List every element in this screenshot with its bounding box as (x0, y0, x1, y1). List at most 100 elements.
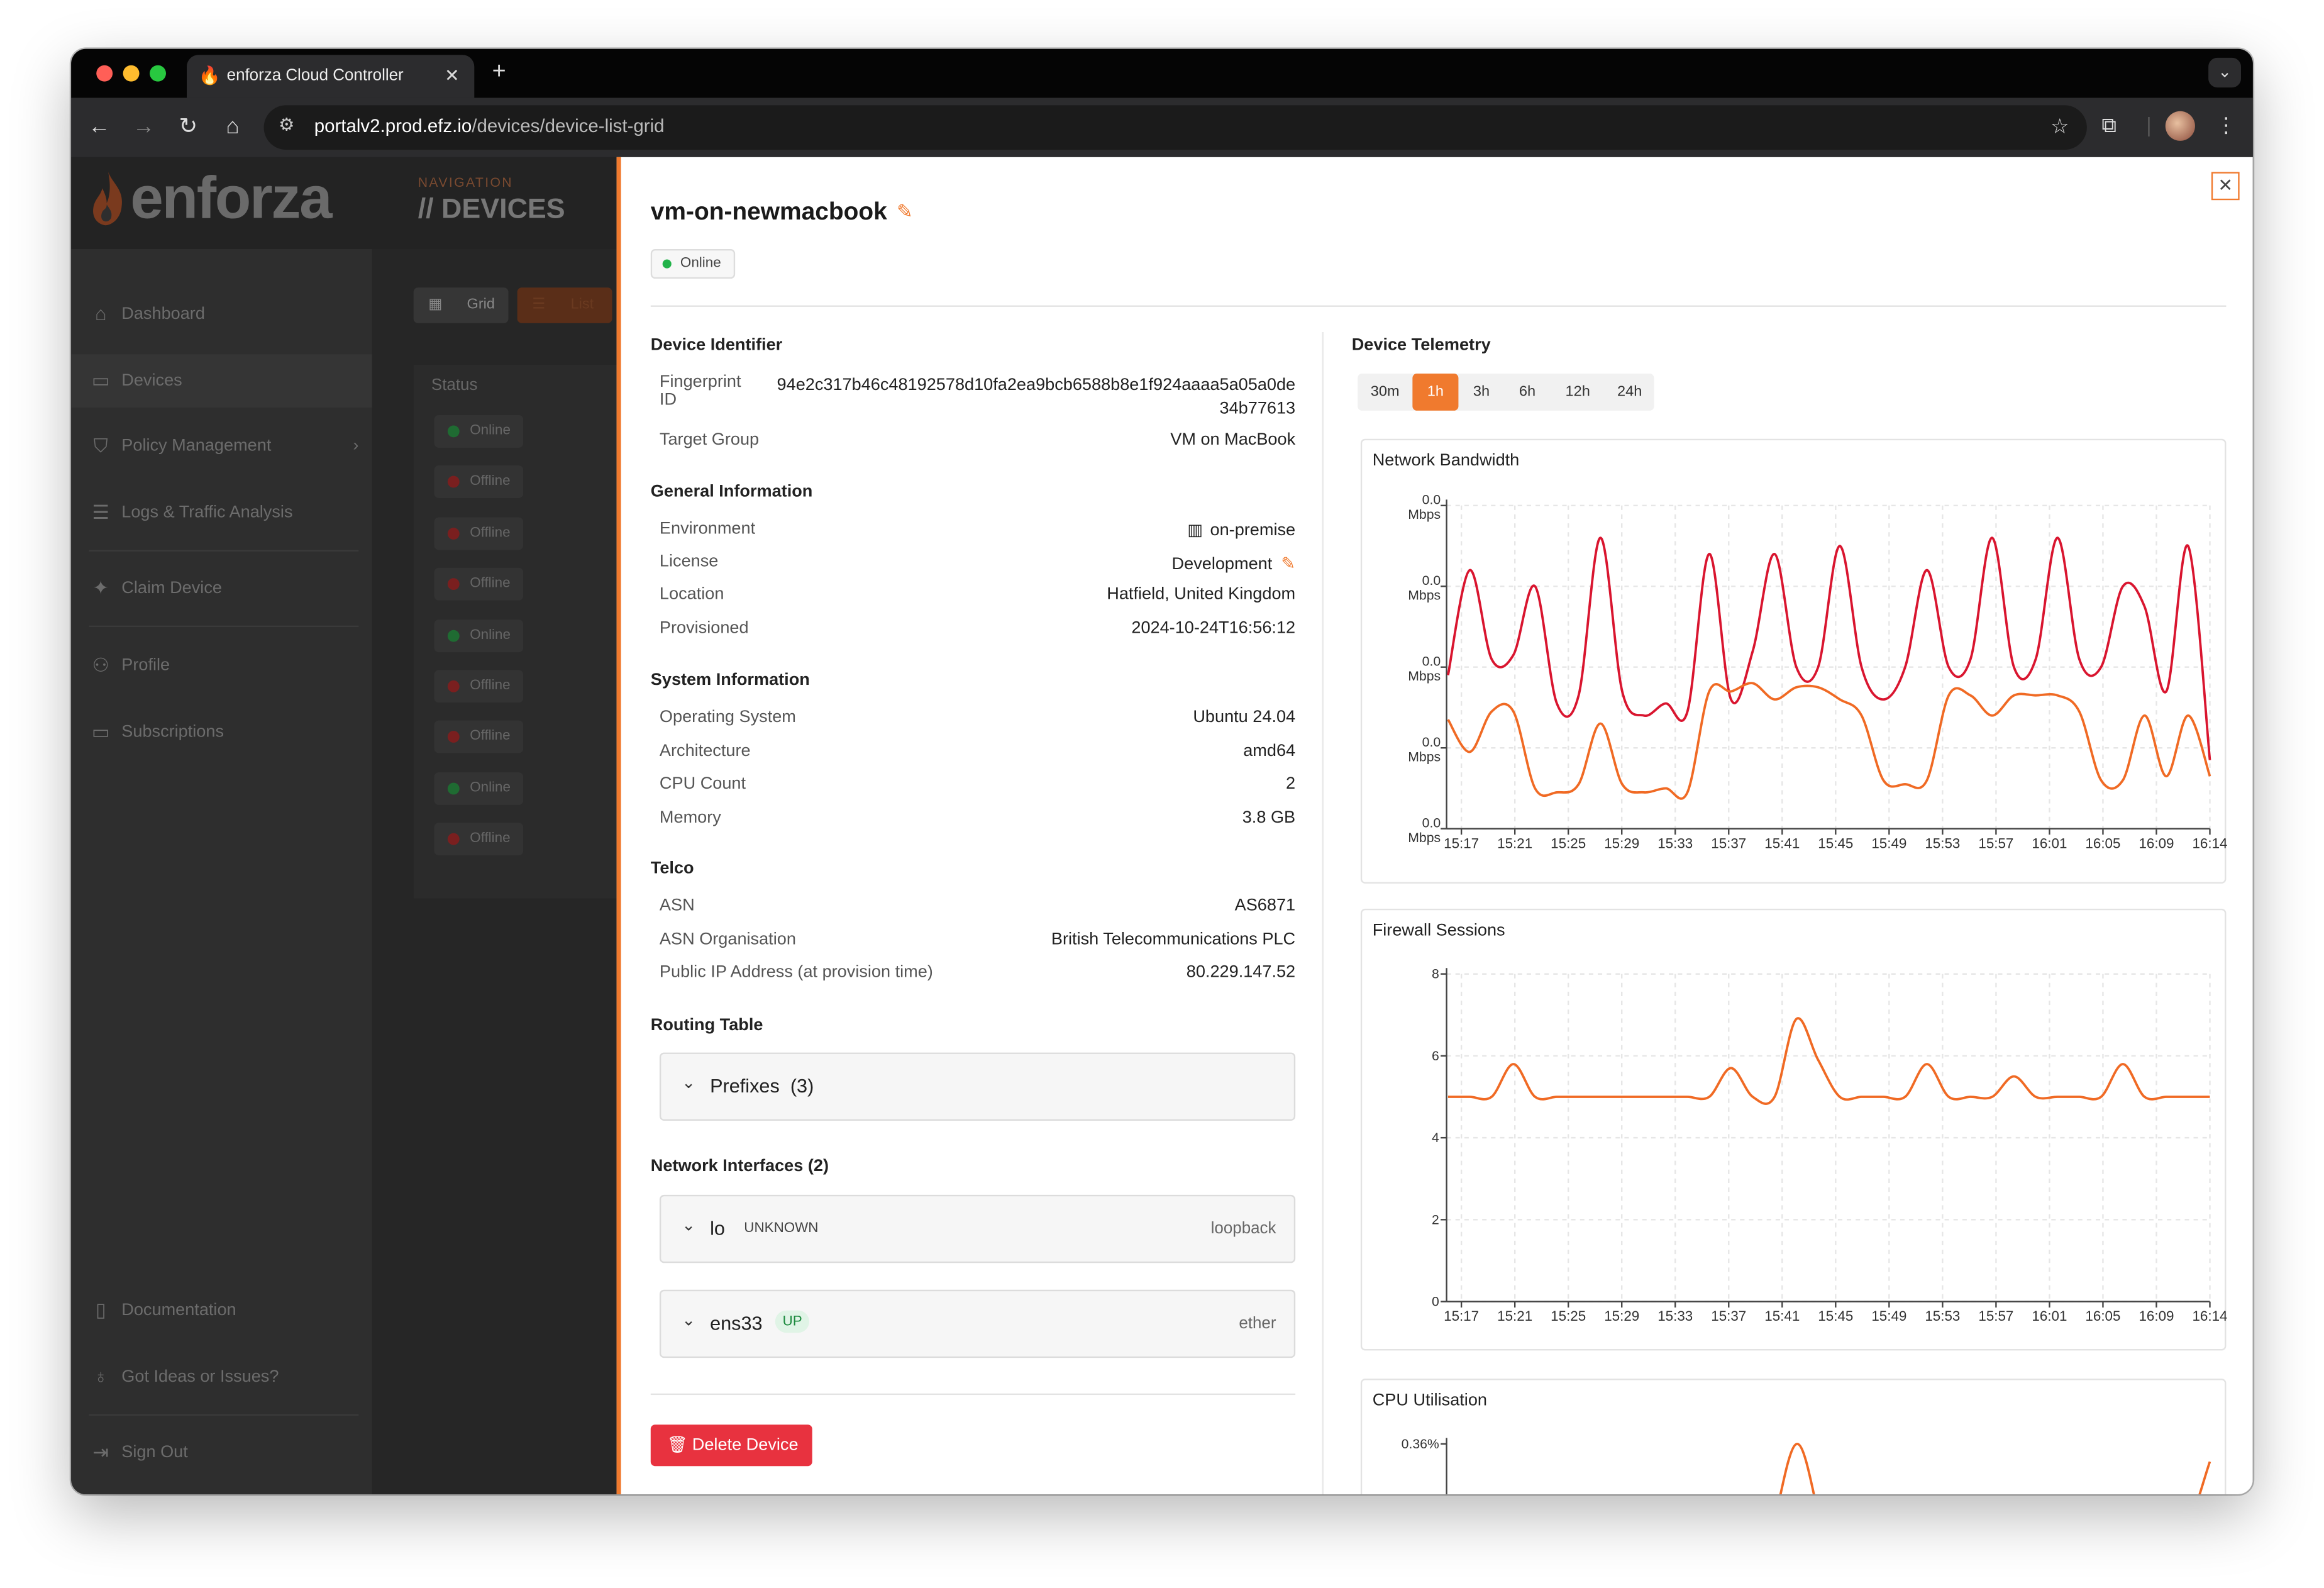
reload-icon[interactable]: ↻ (179, 114, 198, 140)
chevron-down-icon: ⌄ (682, 1074, 696, 1093)
status-text: Offline (470, 677, 511, 694)
grid-view-button[interactable]: ▦ Grid (413, 287, 509, 323)
network-bandwidth-chart: 15:17 15:21 15:25 15:29 15:33 15:37 15:41 15:45… (1408, 492, 2227, 851)
site-info-icon[interactable]: ⚙ (279, 114, 295, 135)
sidebar-item-policy-management[interactable]: ⛉ Policy Management › (89, 419, 367, 473)
grid-icon: ▦ (428, 296, 443, 313)
status-row[interactable]: Offline (434, 823, 524, 856)
range-button-24h[interactable]: 24h (1617, 384, 1642, 401)
sidebar-divider (89, 1414, 359, 1416)
x-tick-label: 16:05 (2085, 835, 2120, 851)
new-tab-icon[interactable]: + (492, 59, 506, 85)
credit-card-icon: ▭ (91, 720, 110, 743)
app-background: enforza NAVIGATION // DEVICES ⌂ Dashboard… (71, 157, 620, 1494)
browser-menu-icon[interactable]: ⋮ (2215, 113, 2237, 136)
sidebar-item-ideas[interactable]: ♁ Got Ideas or Issues? (89, 1350, 367, 1404)
section-telco: Telco (650, 860, 694, 878)
status-row[interactable]: Offline (434, 517, 524, 550)
range-button-6h[interactable]: 6h (1519, 384, 1536, 401)
status-dot-icon (447, 527, 460, 540)
y-tick-label: 0.0 (1422, 492, 1441, 507)
home-icon[interactable]: ⌂ (226, 114, 240, 140)
sidebar-item-profile[interactable]: ⚇ Profile (89, 639, 367, 692)
sidebar-item-logs[interactable]: ☰ Logs & Traffic Analysis (89, 486, 367, 540)
target-group-value: VM on MacBook (1170, 431, 1296, 450)
browser-tab[interactable]: 🔥 enforza Cloud Controller ✕ (186, 55, 475, 98)
prefixes-accordion[interactable]: ⌄ Prefixes (3) (659, 1052, 1296, 1121)
y-tick-label: 0 (1432, 1295, 1439, 1309)
x-tick-label: 15:17 (1444, 1308, 1479, 1324)
sidebar: ⌂ Dashboard ▭ Devices ⛉ Policy Management › … (71, 248, 372, 1494)
y-tick-label: 0.0 (1422, 816, 1441, 830)
interface-state: UNKNOWN (744, 1219, 819, 1236)
x-tick-label: 16:01 (2032, 835, 2067, 851)
delete-device-button[interactable]: 🗑 Delete Device (650, 1424, 812, 1467)
delete-divider (650, 1393, 1296, 1396)
home-icon: ⌂ (95, 302, 107, 325)
sidebar-item-devices[interactable]: ▭ Devices (71, 354, 372, 408)
list-icon: ☰ (532, 296, 546, 313)
sidebar-item-sign-out[interactable]: ⇥ Sign Out (89, 1426, 367, 1480)
x-tick-label: 15:37 (1711, 835, 1746, 851)
status-row[interactable]: Offline (434, 670, 524, 703)
back-icon[interactable]: ← (88, 114, 111, 140)
url-text[interactable]: portalv2.prod.efz.io/devices/device-list… (314, 115, 665, 136)
x-tick-label: 15:37 (1711, 1308, 1746, 1324)
status-row[interactable]: Offline (434, 466, 524, 499)
bookmark-star-icon[interactable]: ☆ (2050, 114, 2069, 138)
list-icon: ☰ (92, 501, 110, 524)
range-button-12h[interactable]: 12h (1565, 384, 1590, 401)
tab-strip: 🔥 enforza Cloud Controller ✕ + ⌄ (71, 48, 2253, 98)
section-routing-table: Routing Table (650, 1016, 763, 1035)
x-tick-label: 15:49 (1871, 835, 1906, 851)
interface-name: ens33 (710, 1312, 763, 1335)
interface-ens33-accordion[interactable]: ⌄ ens33 UP ether (659, 1289, 1296, 1358)
forward-icon[interactable]: → (132, 114, 155, 140)
extensions-icon[interactable]: ⧉ (2101, 113, 2116, 136)
sparkle-icon: ✦ (92, 576, 109, 599)
y-tick-label: 6 (1432, 1049, 1439, 1063)
y-tick-unit: Mbps (1408, 588, 1441, 602)
x-tick-label: 15:29 (1604, 1308, 1639, 1324)
maximize-window-icon[interactable] (150, 65, 166, 82)
range-button-1h[interactable]: 1h (1412, 373, 1459, 411)
close-tab-icon[interactable]: ✕ (444, 65, 460, 86)
sidebar-item-dashboard[interactable]: ⌂ Dashboard (89, 287, 367, 341)
status-row[interactable]: Offline (434, 568, 524, 601)
building-icon: ▥ (1187, 521, 1203, 540)
cpu-utilisation-chart: 0.36% (1402, 1437, 2211, 1494)
tab-search-icon[interactable]: ⌄ (2208, 57, 2241, 88)
chevron-down-icon: ⌄ (682, 1312, 696, 1330)
interface-name: lo (710, 1217, 725, 1240)
firewall-sessions-card: Firewall Sessions 15:17 15:21 15:25 15:29 15… (1360, 908, 2227, 1351)
status-row[interactable]: Online (434, 772, 524, 805)
range-button-30m[interactable]: 30m (1370, 384, 1400, 401)
sidebar-item-claim-device[interactable]: ✦ Claim Device (89, 562, 367, 615)
edit-name-icon[interactable]: ✎ (897, 200, 913, 223)
minimize-window-icon[interactable] (123, 65, 140, 82)
close-panel-button[interactable]: ✕ (2211, 172, 2240, 201)
book-icon: ▯ (95, 1298, 106, 1321)
status-row[interactable]: Online (434, 619, 524, 652)
status-row[interactable]: Online (434, 414, 524, 448)
page-content: enforza NAVIGATION // DEVICES ⌂ Dashboard… (71, 157, 2253, 1494)
range-button-3h[interactable]: 3h (1473, 384, 1490, 401)
column-divider (1322, 331, 1324, 1494)
sidebar-item-documentation[interactable]: ▯ Documentation (89, 1284, 367, 1337)
profile-avatar[interactable] (2165, 111, 2195, 141)
status-dot-icon (447, 680, 460, 692)
status-row[interactable]: Offline (434, 721, 524, 754)
status-text: Offline (470, 728, 511, 745)
status-dot-icon (447, 782, 460, 794)
interface-lo-accordion[interactable]: ⌄ lo UNKNOWN loopback (659, 1194, 1296, 1263)
edit-license-icon[interactable]: ✎ (1281, 555, 1296, 574)
close-window-icon[interactable] (96, 65, 113, 82)
status-dot-icon (447, 425, 460, 438)
x-tick-label: 15:29 (1604, 835, 1639, 851)
status-text: Online (470, 779, 511, 796)
status-text: Offline (470, 575, 511, 592)
list-view-button[interactable]: ☰ List (517, 287, 612, 323)
address-bar[interactable]: ⚙ portalv2.prod.efz.io/devices/device-li… (263, 105, 2087, 150)
license-value: Development (1171, 555, 1273, 574)
sidebar-item-subscriptions[interactable]: ▭ Subscriptions (89, 706, 367, 759)
